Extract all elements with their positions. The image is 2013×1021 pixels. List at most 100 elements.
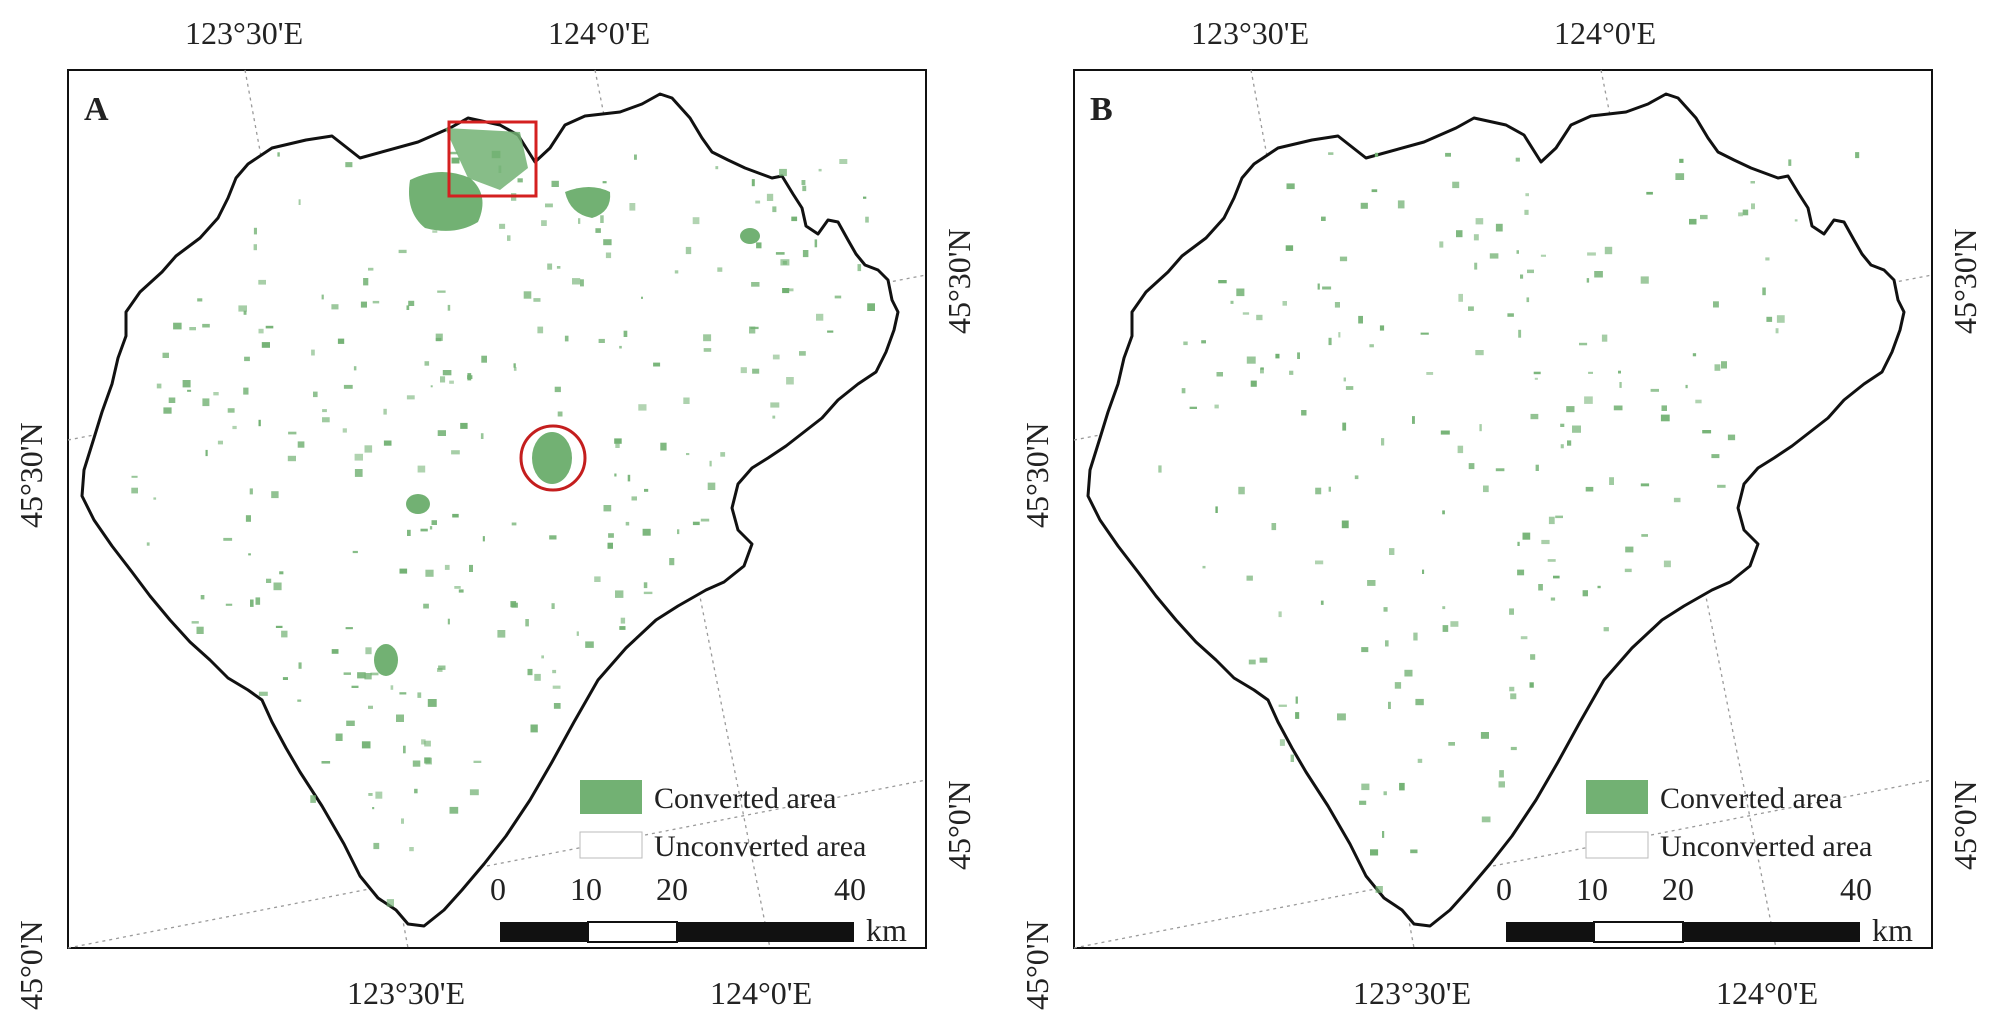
converted-patch: [438, 665, 446, 670]
converted-patch: [834, 295, 842, 299]
converted-patch: [343, 672, 351, 675]
converted-patch: [1587, 252, 1596, 256]
converted-patch: [552, 669, 557, 674]
converted-patch: [173, 322, 182, 330]
legend-unconverted-label: Unconverted area: [654, 830, 866, 863]
converted-patch: [1285, 245, 1294, 251]
converted-patch: [258, 419, 261, 427]
converted-patch: [1256, 314, 1263, 321]
converted-patch: [213, 392, 219, 396]
converted-patch: [191, 621, 199, 624]
converted-patch: [277, 152, 280, 157]
converted-patch: [424, 740, 431, 747]
converted-patch: [162, 352, 169, 358]
converted-patch: [440, 376, 446, 383]
converted-patch: [703, 334, 712, 342]
converted-patch: [1445, 152, 1451, 157]
converted-patch: [460, 422, 468, 429]
converted-patch: [437, 290, 446, 293]
converted-patch: [363, 278, 369, 286]
converted-patch: [1855, 152, 1860, 159]
converted-patch: [1702, 430, 1712, 434]
converted-patch: [258, 279, 266, 285]
converted-patch: [1538, 584, 1543, 591]
converted-patch: [511, 522, 517, 526]
bottom-tick-label: 123°30'E: [1353, 975, 1471, 1011]
converted-patch: [497, 630, 506, 638]
converted-patch: [399, 568, 408, 574]
converted-patch: [279, 571, 284, 575]
converted-patch: [1201, 340, 1206, 344]
converted-patch: [480, 433, 484, 439]
converted-patch: [1498, 781, 1505, 788]
converted-patch: [541, 220, 547, 226]
converted-patch: [629, 203, 636, 211]
converted-patch: [390, 685, 394, 690]
converted-patch: [1297, 352, 1300, 359]
converted-patch: [1530, 654, 1536, 660]
converted-patch: [1584, 396, 1593, 404]
converted-patch: [1236, 288, 1245, 297]
converted-patch: [576, 631, 579, 636]
converted-patch: [406, 305, 410, 310]
converted-patch: [1322, 286, 1332, 290]
converted-patch: [507, 235, 511, 241]
converted-patch: [607, 542, 613, 549]
converted-patch: [1529, 682, 1534, 688]
converted-patch: [660, 442, 667, 451]
converted-patch: [1594, 271, 1603, 278]
converted-patch: [449, 806, 459, 814]
converted-patch: [1388, 701, 1391, 709]
converted-patch: [1442, 625, 1449, 632]
converted-patch: [1738, 212, 1743, 217]
converted-patch: [249, 488, 253, 495]
converted-patch: [1246, 575, 1253, 581]
converted-patch: [360, 301, 367, 308]
converted-patch: [614, 473, 617, 477]
converted-patch: [1238, 486, 1245, 495]
converted-patch: [709, 460, 712, 467]
converted-patch: [549, 535, 557, 540]
converted-patch: [692, 521, 700, 526]
converted-patch: [1640, 276, 1649, 284]
converted-patch: [1410, 849, 1418, 854]
converted-patch: [1202, 565, 1206, 569]
converted-patch: [857, 264, 862, 272]
converted-patch: [766, 193, 774, 201]
converted-patch: [545, 203, 553, 208]
converted-patch: [1517, 569, 1525, 576]
converted-patch: [396, 714, 404, 722]
converted-patch: [1660, 414, 1670, 422]
converted-patch: [572, 278, 581, 285]
converted-patch: [368, 267, 374, 271]
converted-patch: [603, 239, 612, 246]
converted-patch: [1442, 510, 1445, 515]
converted-patch: [1279, 739, 1285, 746]
converted-patch: [370, 672, 379, 676]
converted-patch: [1214, 404, 1219, 409]
top-tick-label: 123°30'E: [185, 15, 303, 51]
converted-patch: [1692, 353, 1697, 357]
converted-patch: [534, 673, 541, 681]
converted-patch: [578, 218, 581, 224]
converted-patch: [409, 847, 414, 852]
converted-patch: [255, 597, 261, 605]
converted-patch: [1727, 434, 1736, 441]
converted-patch: [271, 491, 279, 499]
converted-patch: [865, 216, 869, 223]
converted-patch: [1579, 342, 1588, 346]
converted-patch: [1640, 483, 1650, 487]
converted-patch: [772, 206, 777, 213]
converted-patch: [1394, 682, 1402, 689]
converted-patch: [1510, 693, 1517, 700]
highlight-rectangle: [447, 120, 538, 198]
converted-patch: [368, 705, 373, 709]
converted-patch: [261, 342, 270, 348]
converted-patch: [1289, 370, 1294, 375]
top-tick-label: 124°0'E: [1554, 15, 1656, 51]
bottom-tick-label: 123°30'E: [347, 975, 465, 1011]
converted-patch: [780, 259, 790, 266]
converted-patch: [1475, 218, 1484, 225]
converted-patch: [131, 487, 138, 494]
scale-unit: km: [1872, 912, 1913, 948]
